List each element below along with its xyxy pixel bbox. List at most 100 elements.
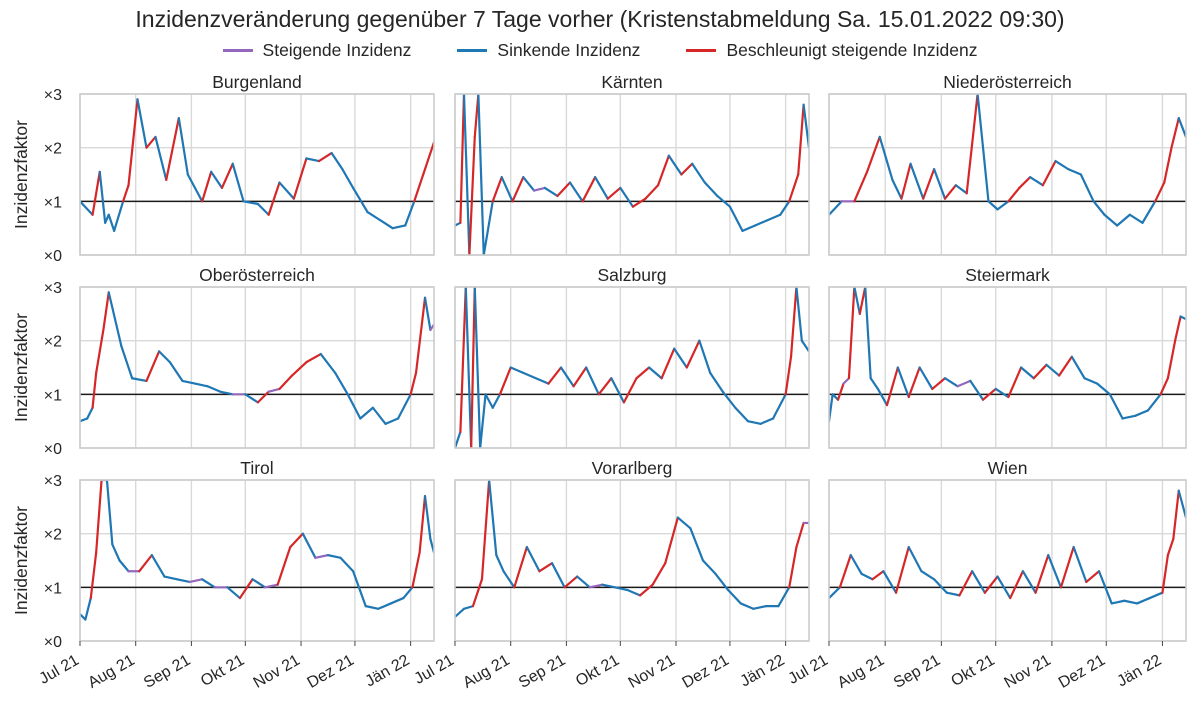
y-tick-label: ×2 [44, 141, 62, 158]
segment-10 [933, 168, 947, 200]
segment-22 [1019, 366, 1035, 380]
segment-20 [631, 197, 647, 208]
segment-30 [1121, 414, 1137, 420]
series-line [80, 480, 434, 621]
segment-9 [525, 545, 541, 573]
segment-27 [1148, 591, 1164, 600]
segment-15 [601, 583, 617, 589]
segment-21 [676, 516, 692, 530]
segment-4 [95, 328, 105, 374]
segment-24 [314, 554, 330, 559]
segment-25 [326, 554, 342, 559]
y-tick-label: ×0 [44, 248, 62, 265]
segment-13 [971, 570, 986, 594]
segment-10 [876, 387, 889, 407]
segment-3 [836, 382, 845, 401]
segment-4 [860, 572, 874, 581]
segment-10 [933, 578, 948, 594]
segment-21 [1054, 159, 1070, 171]
segment-33 [788, 173, 800, 203]
segment-8 [127, 98, 139, 187]
segment-30 [389, 596, 405, 605]
segment-10 [538, 562, 554, 573]
x-tick-label: Aug 21 [835, 652, 888, 692]
segment-7 [111, 543, 121, 562]
panel-frame [828, 93, 1187, 256]
panel-title: Kärnten [601, 72, 662, 92]
segment-13 [175, 578, 191, 584]
segment-9 [145, 350, 161, 383]
segment-16 [581, 176, 597, 203]
segment-32 [784, 355, 793, 396]
segment-19 [251, 578, 267, 589]
segment-35 [802, 103, 809, 149]
plot-area [455, 480, 809, 641]
panel-frame [454, 286, 810, 449]
segment-16 [943, 377, 959, 388]
segment-25 [727, 588, 742, 605]
segment-11 [943, 184, 957, 200]
panel-title: Tirol [240, 458, 273, 478]
segment-27 [341, 168, 355, 190]
panel-title: Steiermark [965, 265, 1050, 285]
chart-title: Inzidenzveränderung gegenüber 7 Tage vor… [135, 6, 1065, 32]
y-tick-label: ×1 [44, 387, 62, 404]
segment-31 [1134, 409, 1150, 417]
segment-20 [635, 366, 651, 380]
segment-2 [459, 287, 467, 433]
segment-19 [651, 562, 667, 586]
panel-5: Salzburg [454, 265, 810, 449]
segment-28 [364, 605, 380, 610]
segment-18 [231, 162, 245, 203]
segment-9 [869, 377, 880, 391]
segment-27 [716, 194, 732, 208]
series-line [455, 94, 809, 255]
segment-31 [1177, 489, 1186, 519]
segment-36 [1179, 315, 1186, 321]
segment-20 [994, 387, 1010, 399]
segment-18 [969, 379, 985, 401]
segment-34 [795, 287, 803, 342]
segment-20 [664, 516, 679, 565]
segment-23 [1097, 570, 1113, 605]
panel-1: Burgenland ×0 ×1 ×2 ×3 Inzidenzfaktor [11, 72, 435, 265]
segment-32 [779, 200, 791, 216]
segment-1 [80, 200, 94, 216]
segment-27 [1128, 213, 1144, 224]
segment-23 [292, 157, 308, 200]
segment-27 [371, 406, 387, 425]
segment-13 [907, 366, 921, 399]
segment-7 [484, 393, 494, 409]
x-tick-label: Jän 22 [363, 652, 413, 691]
segment-30 [759, 417, 775, 425]
segment-17 [594, 176, 609, 200]
segment-7 [122, 184, 130, 203]
segment-12 [534, 377, 550, 385]
segment-16 [585, 366, 600, 396]
segment-19 [1047, 554, 1063, 589]
segment-32 [404, 200, 416, 227]
segment-12 [896, 366, 910, 399]
segment-9 [922, 168, 936, 200]
segment-3 [462, 94, 471, 255]
segment-32 [1177, 117, 1186, 139]
segment-13 [547, 366, 563, 385]
legend-entry-rising: Steigende Inzidenz [222, 40, 411, 61]
segment-18 [238, 578, 254, 600]
segment-22 [660, 347, 676, 380]
segment-32 [411, 551, 421, 589]
segment-30 [378, 219, 394, 230]
segment-17 [1007, 186, 1021, 203]
segment-15 [219, 390, 234, 396]
segment-16 [613, 586, 629, 592]
segment-7 [120, 344, 134, 380]
y-tick-label: ×3 [44, 473, 62, 490]
segment-6 [891, 178, 903, 200]
panel-title: Wien [988, 458, 1028, 478]
segment-5 [871, 570, 885, 581]
plot-area [829, 94, 1186, 255]
segment-29 [746, 420, 762, 425]
segment-35 [800, 339, 809, 353]
segment-9 [498, 366, 512, 396]
